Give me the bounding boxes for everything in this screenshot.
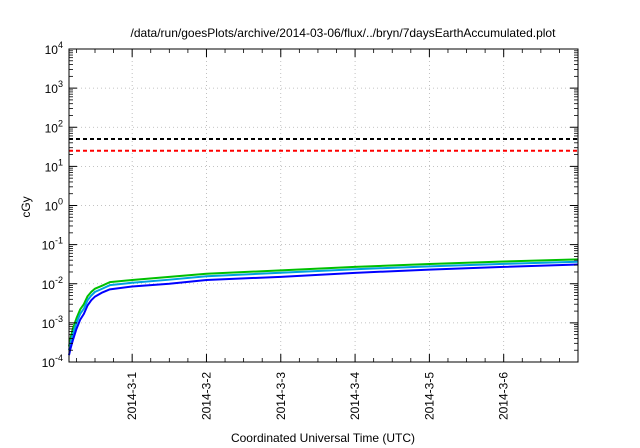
y-tick-labels: 10-4 10-3 10-2 10-1 100 101 102 103 104: [42, 40, 63, 370]
dose-series-line: [68, 258, 579, 347]
x-tick-labels: 2014-3-1 2014-3-2 2014-3-3 2014-3-4 2014-3-5…: [125, 372, 511, 420]
x-tick-label: 2014-3-5: [422, 372, 436, 420]
chart-title: /data/run/goesPlots/archive/2014-03-06/f…: [131, 26, 557, 40]
y-tick-label: 100: [45, 197, 63, 214]
y-tick-label: 101: [45, 157, 63, 174]
threshold-lines: [69, 138, 578, 152]
x-tick-label: 2014-3-1: [125, 372, 139, 420]
x-tick-label: 2014-3-3: [274, 372, 288, 420]
x-tick-label: 2014-3-2: [199, 372, 213, 420]
grid-lines: [69, 49, 578, 362]
y-tick-label: 103: [45, 79, 63, 96]
y-tick-label: 10-1: [42, 236, 63, 253]
x-tick-label: 2014-3-6: [497, 372, 511, 420]
y-tick-label: 10-3: [42, 314, 63, 331]
axis-ticks: [69, 48, 578, 363]
y-tick-label: 104: [45, 40, 63, 57]
x-tick-label: 2014-3-4: [348, 372, 362, 420]
y-axis-label: cGy: [19, 196, 33, 217]
series-lines: [68, 258, 579, 356]
x-axis-label: Coordinated Universal Time (UTC): [231, 431, 415, 445]
y-tick-label: 10-4: [42, 353, 63, 370]
y-tick-label: 10-2: [42, 275, 63, 292]
dose-series-line: [68, 263, 579, 356]
y-tick-label: 102: [45, 118, 63, 135]
